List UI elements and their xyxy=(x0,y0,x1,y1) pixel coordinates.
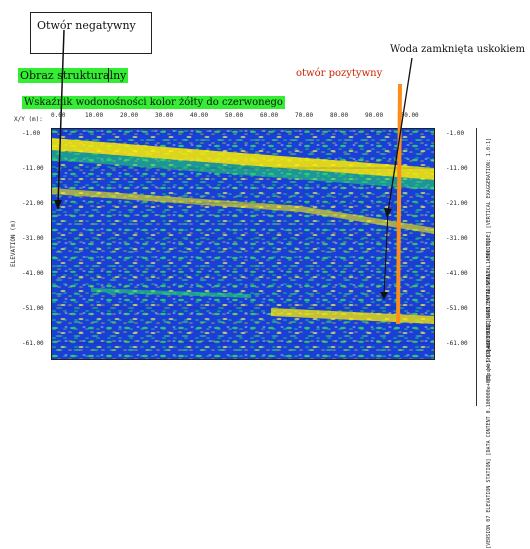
y-tick: -1.00 xyxy=(446,130,465,137)
x-tick: 0.00 xyxy=(51,112,66,119)
y-tick: -41.00 xyxy=(446,270,468,277)
annotation-arrows xyxy=(54,29,413,325)
x-tick: 80.00 xyxy=(330,112,349,119)
x-tick: 50.00 xyxy=(225,112,244,119)
negative-hole-label: Otwór negatywny xyxy=(37,19,136,32)
y-tick: -31.00 xyxy=(22,235,44,242)
y-tick: -61.00 xyxy=(22,340,44,347)
y-tick: -31.00 xyxy=(446,235,468,242)
y-tick: -61.00 xyxy=(446,340,468,347)
x-tick: 10.00 xyxy=(85,112,104,119)
negative-hole-callout: Otwór negatywny xyxy=(30,12,152,54)
water-indicator-label: Wskaźnik wodonośności kolor żółty do cze… xyxy=(22,96,285,109)
x-tick: 70.00 xyxy=(295,112,314,119)
negative-hole-arrow xyxy=(57,29,65,206)
x-tick: 100.00 xyxy=(397,112,419,119)
closed-water-label: Woda zamknięta uskokiem xyxy=(390,44,525,55)
y-tick: -21.00 xyxy=(22,200,44,207)
positive-hole-marker xyxy=(396,83,402,325)
y-tick: -51.00 xyxy=(22,305,44,312)
structural-image-label: Obraz strukturalny xyxy=(18,68,129,83)
y-tick: -21.00 xyxy=(446,200,468,207)
text-cursor xyxy=(108,68,109,82)
y-tick: -51.00 xyxy=(446,305,468,312)
x-tick: 40.00 xyxy=(190,112,209,119)
y-tick: -1.00 xyxy=(22,130,41,137)
x-ticks: 0.00 10.00 20.00 30.00 40.00 50.00 60.00… xyxy=(51,108,435,126)
positive-hole-label: otwór pozytywny xyxy=(296,68,383,79)
y-tick: -41.00 xyxy=(22,270,44,277)
y-ticks-right: -1.00 -11.00 -21.00 -31.00 -41.00 -51.00… xyxy=(440,128,474,360)
y-tick: -11.00 xyxy=(22,165,44,172)
x-tick: 20.00 xyxy=(120,112,139,119)
radar-image xyxy=(51,128,435,360)
x-tick: 60.00 xyxy=(260,112,279,119)
y-ticks-left: -1.00 -11.00 -21.00 -31.00 -41.00 -51.00… xyxy=(20,128,50,360)
side-divider xyxy=(476,128,477,406)
y-tick: -11.00 xyxy=(446,165,468,172)
x-axis-label: X/Y (m): xyxy=(14,116,43,123)
closed-water-arrow xyxy=(387,57,413,213)
x-tick: 90.00 xyxy=(365,112,384,119)
x-tick: 30.00 xyxy=(155,112,174,119)
